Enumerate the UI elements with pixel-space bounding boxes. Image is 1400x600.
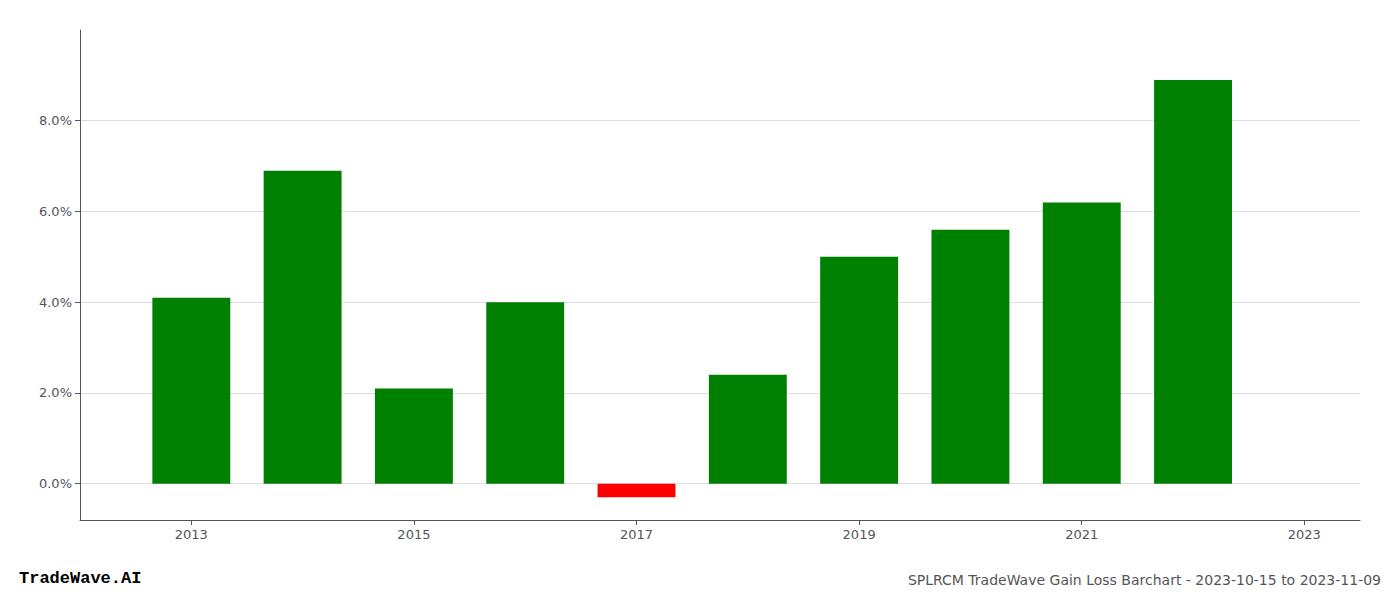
svg-text:8.0%: 8.0% bbox=[39, 113, 72, 128]
svg-text:2.0%: 2.0% bbox=[39, 385, 72, 400]
svg-text:2021: 2021 bbox=[1065, 527, 1098, 542]
svg-text:SPLRCM TradeWave Gain Loss Bar: SPLRCM TradeWave Gain Loss Barchart - 20… bbox=[908, 572, 1381, 588]
svg-text:0.0%: 0.0% bbox=[39, 476, 72, 491]
svg-text:2019: 2019 bbox=[843, 527, 876, 542]
svg-text:2023: 2023 bbox=[1288, 527, 1321, 542]
svg-text:TradeWave.AI: TradeWave.AI bbox=[19, 569, 141, 588]
svg-text:2013: 2013 bbox=[175, 527, 208, 542]
svg-text:2015: 2015 bbox=[397, 527, 430, 542]
svg-text:4.0%: 4.0% bbox=[39, 295, 72, 310]
svg-text:6.0%: 6.0% bbox=[39, 204, 72, 219]
svg-text:2017: 2017 bbox=[620, 527, 653, 542]
